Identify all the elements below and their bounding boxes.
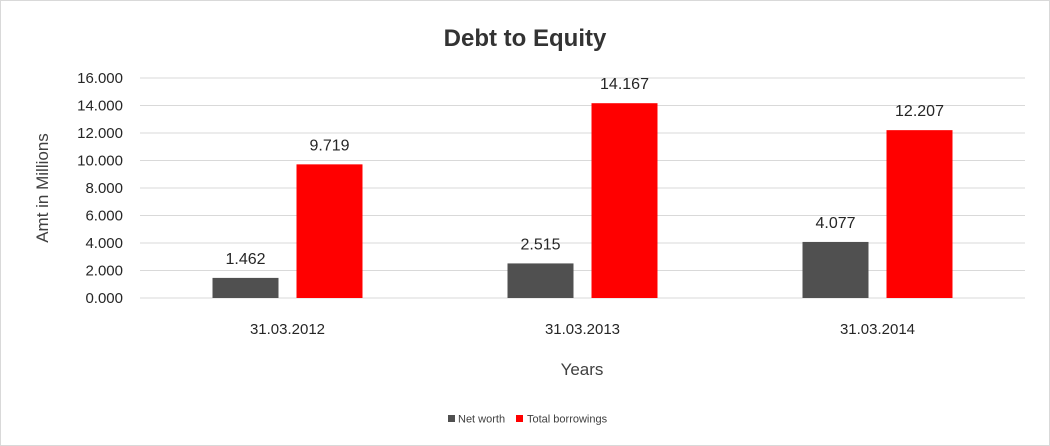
bars (212, 103, 953, 298)
y-tick-label: 10.000 (77, 153, 123, 170)
y-tick-label: 8.000 (85, 180, 123, 197)
chart-title: Debt to Equity (444, 25, 607, 52)
x-category-label: 31.03.2012 (250, 321, 325, 338)
data-label: 12.207 (895, 103, 944, 120)
net-worth-bar (212, 277, 279, 298)
y-tick-label: 12.000 (77, 125, 123, 142)
legend-label: Net worth (458, 414, 505, 426)
legend-swatch-net-worth (448, 415, 455, 422)
data-label: 4.077 (815, 215, 855, 232)
data-label: 14.167 (600, 76, 649, 93)
y-axis-title: Amt in Millions (33, 133, 52, 243)
x-category-label: 31.03.2014 (840, 321, 915, 338)
total-borrowings-bar (296, 164, 363, 298)
x-axis-title: Years (561, 360, 604, 379)
gridlines (140, 77, 1025, 299)
legend: Net worth Total borrowings (448, 414, 608, 426)
y-axis-ticks: 0.000 2.000 4.000 6.000 8.000 10.000 12.000 14.… (77, 70, 123, 307)
legend-label: Total borrowings (527, 414, 608, 426)
y-tick-label: 14.000 (77, 98, 123, 115)
x-axis-categories: 31.03.2012 31.03.2013 31.03.2014 (250, 321, 915, 338)
data-label: 2.515 (520, 236, 560, 253)
data-label: 9.719 (309, 137, 349, 154)
y-tick-label: 6.000 (85, 208, 123, 225)
legend-swatch-total-borrowings (516, 415, 523, 422)
y-tick-label: 2.000 (85, 263, 123, 280)
net-worth-bar (802, 241, 869, 298)
data-labels: 1.462 9.719 2.515 14.167 4.077 12.207 (225, 76, 944, 268)
y-tick-label: 0.000 (85, 290, 123, 307)
total-borrowings-bar (591, 103, 658, 298)
total-borrowings-bar (886, 130, 953, 298)
y-tick-label: 4.000 (85, 235, 123, 252)
x-category-label: 31.03.2013 (545, 321, 620, 338)
data-label: 1.462 (225, 251, 265, 268)
net-worth-bar (507, 263, 574, 298)
y-tick-label: 16.000 (77, 70, 123, 87)
